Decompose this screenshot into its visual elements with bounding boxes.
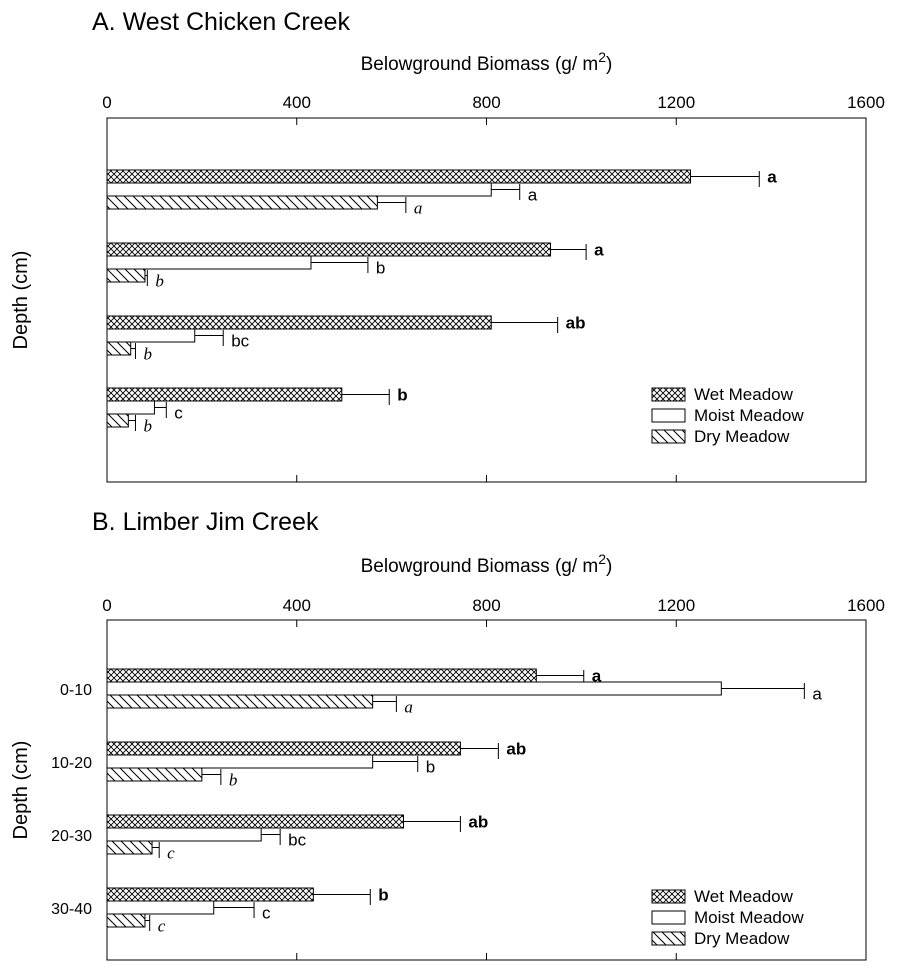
x-tick-label: 1600 xyxy=(847,93,885,112)
panel-title: B. Limber Jim Creek xyxy=(92,508,319,536)
bar-wet xyxy=(106,169,691,184)
bar-dry xyxy=(106,341,132,356)
y-axis-title: Depth (cm) xyxy=(10,251,32,350)
legend-swatch-wet xyxy=(651,387,686,402)
x-axis-title: Belowground Biomass (g/ m2) xyxy=(361,49,613,75)
legend-swatch-wet xyxy=(651,889,686,904)
significance-letter-moist: b xyxy=(426,758,435,777)
bar-moist xyxy=(106,182,492,197)
significance-letter-dry: b xyxy=(143,417,152,436)
legend: Wet Meadow Moist Meadow Dry Meadow xyxy=(651,887,804,948)
x-axis-title-superscript: 2 xyxy=(598,49,606,65)
bar-wet xyxy=(106,315,492,330)
x-tick-label: 400 xyxy=(283,596,311,615)
legend-label-wet: Wet Meadow xyxy=(694,887,794,906)
bar-wet xyxy=(106,814,404,829)
legend-label-wet: Wet Meadow xyxy=(694,385,794,404)
legend-label-moist: Moist Meadow xyxy=(694,908,804,927)
significance-letter-moist: b xyxy=(376,259,385,278)
bar-dry xyxy=(106,767,203,782)
x-axis-title-main: Belowground Biomass (g/ m xyxy=(361,54,599,75)
significance-letter-moist: c xyxy=(262,904,271,923)
bar-wet xyxy=(106,242,552,257)
bar-moist xyxy=(106,400,155,415)
bar-dry xyxy=(106,195,378,210)
bar-moist xyxy=(106,900,215,915)
y-category-label: 10-20 xyxy=(51,755,92,772)
x-axis-title-close: ) xyxy=(606,54,612,75)
panel-title: A. West Chicken Creek xyxy=(92,8,350,36)
significance-letter-dry: b xyxy=(229,771,238,790)
bar-wet xyxy=(106,387,343,402)
x-axis-title-main: Belowground Biomass (g/ m xyxy=(361,556,599,577)
x-tick-label: 1200 xyxy=(657,596,695,615)
bar-moist xyxy=(106,754,374,769)
bar-dry xyxy=(106,840,153,855)
y-category-label: 30-40 xyxy=(51,901,92,918)
legend-swatch-dry xyxy=(651,429,686,444)
significance-letter-moist: a xyxy=(812,685,822,704)
significance-letter-dry: c xyxy=(167,844,175,863)
significance-letter-wet: a xyxy=(594,241,604,260)
significance-letter-moist: bc xyxy=(231,332,249,351)
significance-letter-wet: a xyxy=(592,667,602,686)
significance-letter-wet: ab xyxy=(468,813,488,832)
x-axis-title-close: ) xyxy=(606,556,612,577)
legend-label-dry: Dry Meadow xyxy=(694,929,790,948)
significance-letter-dry: a xyxy=(414,199,423,218)
bar-dry xyxy=(106,694,374,709)
significance-letter-dry: a xyxy=(404,698,413,717)
significance-letter-moist: a xyxy=(528,186,538,205)
significance-letter-wet: ab xyxy=(566,314,586,333)
bar-moist xyxy=(106,328,196,343)
significance-letter-dry: b xyxy=(155,272,164,291)
bar-moist xyxy=(106,681,722,696)
significance-letter-wet: b xyxy=(378,886,388,905)
bar-moist xyxy=(106,827,262,842)
x-tick-label: 1600 xyxy=(847,596,885,615)
significance-letter-dry: b xyxy=(143,345,152,364)
x-tick-label: 1200 xyxy=(657,93,695,112)
legend-label-dry: Dry Meadow xyxy=(694,427,790,446)
significance-letter-wet: b xyxy=(397,386,407,405)
x-axis-title-superscript: 2 xyxy=(598,551,606,567)
bar-dry xyxy=(106,913,146,928)
panel-limber-jim-creek: B. Limber Jim Creek Belowground Biomass (… xyxy=(10,508,885,961)
legend-label-moist: Moist Meadow xyxy=(694,406,804,425)
bar-wet xyxy=(106,887,314,902)
x-tick-label: 0 xyxy=(102,596,111,615)
panel-west-chicken-creek: A. West Chicken Creek Belowground Biomass… xyxy=(10,8,885,483)
x-tick-label: 800 xyxy=(472,596,500,615)
bar-wet xyxy=(106,668,537,683)
significance-letter-dry: c xyxy=(158,917,166,936)
bar-dry xyxy=(106,268,146,283)
y-axis-title: Depth (cm) xyxy=(10,741,32,840)
significance-letter-wet: ab xyxy=(506,740,526,759)
significance-letter-moist: c xyxy=(174,404,183,423)
y-category-label: 20-30 xyxy=(51,828,92,845)
significance-letter-moist: bc xyxy=(288,831,306,850)
bar-wet xyxy=(106,741,461,756)
y-category-label: 0-10 xyxy=(60,682,92,699)
legend: Wet Meadow Moist Meadow Dry Meadow xyxy=(651,385,804,446)
x-axis-title: Belowground Biomass (g/ m2) xyxy=(361,551,613,577)
x-tick-label: 800 xyxy=(472,93,500,112)
legend-swatch-dry xyxy=(651,931,686,946)
bar-moist xyxy=(106,255,312,270)
bar-dry xyxy=(106,413,129,428)
significance-letter-wet: a xyxy=(767,168,777,187)
legend-swatch-moist xyxy=(651,910,686,925)
x-tick-label: 400 xyxy=(283,93,311,112)
x-tick-label: 0 xyxy=(102,93,111,112)
legend-swatch-moist xyxy=(651,408,686,423)
